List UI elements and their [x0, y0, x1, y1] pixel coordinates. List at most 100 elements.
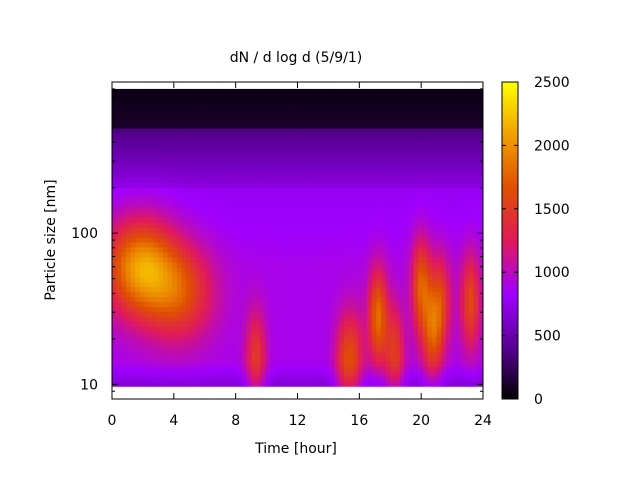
heatmap-cell	[214, 262, 220, 268]
heatmap-cell	[200, 128, 206, 134]
heatmap-cell	[441, 381, 447, 387]
heatmap-cell	[325, 326, 331, 333]
heatmap-cell	[288, 371, 294, 377]
heatmap-cell	[311, 143, 317, 149]
heatmap-cell	[404, 88, 410, 95]
heatmap-cell	[441, 188, 447, 194]
heatmap-cell	[135, 133, 141, 139]
heatmap-cell	[302, 118, 308, 125]
heatmap-cell	[376, 123, 382, 129]
heatmap-cell	[227, 272, 233, 278]
heatmap-cell	[241, 242, 247, 248]
heatmap-cell	[232, 351, 238, 358]
x-tick-label: 16	[350, 413, 368, 429]
heatmap-cell	[459, 262, 465, 268]
heatmap-cell	[357, 222, 363, 229]
heatmap-cell	[353, 267, 359, 273]
heatmap-cell	[441, 183, 447, 189]
heatmap-cell	[353, 252, 359, 258]
heatmap-cell	[255, 242, 261, 248]
heatmap-cell	[274, 123, 280, 129]
heatmap-cell	[343, 366, 349, 372]
heatmap-cell	[158, 277, 164, 283]
heatmap-cell	[218, 341, 224, 348]
heatmap-cell	[418, 197, 424, 204]
heatmap-cell	[404, 316, 410, 323]
heatmap-cell	[241, 267, 247, 273]
heatmap-cell	[404, 173, 410, 179]
heatmap-cell	[316, 267, 322, 273]
heatmap-cell	[172, 153, 178, 159]
heatmap-cell	[459, 123, 465, 129]
heatmap-cell	[251, 158, 257, 164]
heatmap-cell	[218, 252, 224, 258]
heatmap-cell	[311, 346, 317, 353]
heatmap-cell	[418, 366, 424, 372]
heatmap-cell	[348, 316, 354, 323]
heatmap-cell	[149, 178, 155, 184]
heatmap-cell	[153, 227, 159, 234]
heatmap-cell	[251, 227, 257, 234]
heatmap-cell	[283, 247, 289, 253]
heatmap-cell	[158, 326, 164, 333]
heatmap-cell	[172, 287, 178, 293]
heatmap-cell	[274, 262, 280, 268]
heatmap-cell	[274, 331, 280, 338]
heatmap-cell	[441, 202, 447, 209]
heatmap-cell	[413, 123, 419, 129]
heatmap-cell	[158, 366, 164, 372]
heatmap-cell	[306, 178, 312, 184]
heatmap-cell	[214, 307, 220, 313]
heatmap-cell	[200, 88, 206, 95]
heatmap-cell	[269, 113, 275, 120]
heatmap-cell	[455, 123, 461, 129]
heatmap-cell	[399, 183, 405, 189]
heatmap-cell	[441, 173, 447, 179]
heatmap-cell	[292, 267, 298, 273]
heatmap-cell	[214, 138, 220, 144]
heatmap-cell	[464, 237, 470, 243]
heatmap-cell	[316, 311, 322, 318]
heatmap-cell	[218, 168, 224, 174]
heatmap-cell	[255, 158, 261, 164]
heatmap-cell	[399, 108, 405, 115]
heatmap-cell	[316, 188, 322, 194]
heatmap-cell	[357, 376, 363, 382]
heatmap-cell	[478, 193, 484, 199]
heatmap-cell	[255, 148, 261, 154]
heatmap-cell	[362, 168, 368, 174]
heatmap-cell	[195, 366, 201, 372]
heatmap-cell	[167, 326, 173, 333]
heatmap-cell	[297, 336, 303, 343]
heatmap-cell	[112, 307, 118, 313]
heatmap-cell	[297, 351, 303, 358]
heatmap-cell	[265, 376, 271, 382]
heatmap-cell	[404, 212, 410, 219]
heatmap-cell	[195, 341, 201, 348]
heatmap-cell	[334, 128, 340, 134]
heatmap-cell	[376, 113, 382, 120]
heatmap-cell	[139, 341, 145, 348]
heatmap-cell	[427, 193, 433, 199]
heatmap-cell	[320, 197, 326, 204]
heatmap-cell	[112, 123, 118, 129]
heatmap-cell	[288, 331, 294, 338]
heatmap-cell	[130, 173, 136, 179]
heatmap-cell	[445, 178, 451, 184]
heatmap-cell	[441, 272, 447, 278]
heatmap-cell	[130, 287, 136, 293]
heatmap-cell	[441, 113, 447, 120]
heatmap-cell	[121, 366, 127, 372]
heatmap-cell	[399, 222, 405, 229]
heatmap-cell	[125, 307, 131, 313]
heatmap-cell	[246, 257, 252, 263]
heatmap-cell	[390, 277, 396, 283]
heatmap-cell	[385, 138, 391, 144]
heatmap-cell	[167, 297, 173, 303]
heatmap-cell	[232, 133, 238, 139]
heatmap-cell	[167, 287, 173, 293]
heatmap-cell	[237, 153, 243, 159]
heatmap-cell	[431, 212, 438, 219]
heatmap-cell	[418, 193, 424, 199]
